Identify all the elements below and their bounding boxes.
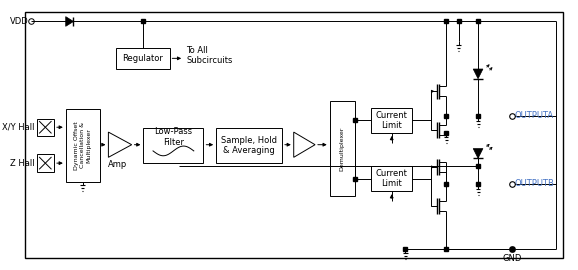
Text: Low-Pass
Filter: Low-Pass Filter xyxy=(154,127,192,147)
Polygon shape xyxy=(473,148,483,158)
Text: Dynamic Offset
Cancellation &
Multiplexer: Dynamic Offset Cancellation & Multiplexe… xyxy=(75,121,91,170)
Text: To All
Subcircuits: To All Subcircuits xyxy=(186,46,232,65)
Text: GND: GND xyxy=(502,254,522,263)
Bar xyxy=(36,154,54,172)
Bar xyxy=(371,166,412,191)
Text: Z Hall: Z Hall xyxy=(10,159,35,168)
Text: OUTPUTA: OUTPUTA xyxy=(515,111,554,120)
Text: Demultiplexer: Demultiplexer xyxy=(340,126,344,171)
Text: Current
Limit: Current Limit xyxy=(376,169,407,188)
Bar xyxy=(36,119,54,136)
Polygon shape xyxy=(109,132,132,157)
Polygon shape xyxy=(294,132,315,157)
Text: Amp: Amp xyxy=(108,160,127,169)
Bar xyxy=(143,128,203,163)
Bar xyxy=(116,48,169,69)
Polygon shape xyxy=(473,69,483,79)
Bar xyxy=(371,108,412,133)
Text: Current
Limit: Current Limit xyxy=(376,111,407,130)
Polygon shape xyxy=(66,17,73,26)
Text: Sample, Hold
& Averaging: Sample, Hold & Averaging xyxy=(221,136,277,155)
Text: VDD: VDD xyxy=(10,17,29,26)
Text: X/Y Hall: X/Y Hall xyxy=(2,123,35,132)
Bar xyxy=(66,109,99,181)
Bar xyxy=(329,101,355,196)
Text: Regulator: Regulator xyxy=(123,54,163,63)
Bar xyxy=(216,128,282,163)
Text: OUTPUTB: OUTPUTB xyxy=(515,179,555,188)
